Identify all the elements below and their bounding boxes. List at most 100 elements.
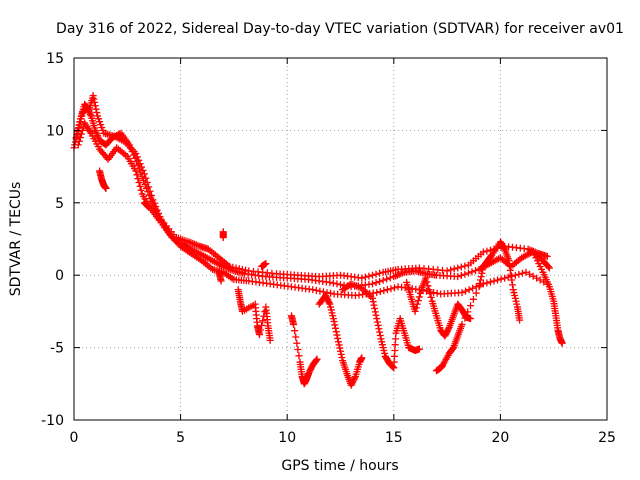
data-point: [454, 264, 462, 272]
data-point: [135, 156, 143, 164]
x-tick-label: 20: [491, 430, 509, 446]
data-point: [469, 295, 477, 303]
data-point: [426, 290, 434, 298]
axis-ticks: 0 5 10 15 20 25 -10 -5 0 5 10 15: [41, 51, 616, 446]
data-point: [508, 281, 516, 289]
data-point: [145, 183, 153, 191]
data-point: [132, 167, 140, 175]
data-point: [145, 203, 153, 211]
data-point: [74, 141, 82, 149]
data-point: [142, 174, 150, 182]
data-point: [374, 321, 382, 329]
data-point: [411, 307, 419, 315]
data-point: [472, 267, 480, 275]
data-point: [316, 287, 324, 295]
data-point: [415, 293, 423, 301]
chart-title: Day 316 of 2022, Sidereal Day-to-day VTE…: [56, 21, 624, 37]
data-point: [136, 182, 144, 190]
data-point: [558, 339, 566, 347]
data-point: [75, 121, 83, 129]
data-point: [391, 284, 399, 292]
data-point: [313, 355, 321, 363]
data-point: [506, 262, 514, 270]
data-point: [338, 353, 346, 361]
data-point: [515, 270, 523, 278]
data-point: [139, 166, 147, 174]
data-point: [258, 321, 266, 329]
data-point: [370, 301, 378, 309]
data-point: [77, 130, 85, 138]
data-point: [543, 252, 551, 260]
data-point: [290, 320, 298, 328]
data-point: [143, 179, 151, 187]
data-point: [476, 279, 484, 287]
data-point: [457, 263, 465, 271]
data-point: [479, 266, 487, 274]
data-point: [372, 311, 380, 319]
data-point: [388, 362, 396, 370]
data-point: [458, 320, 466, 328]
data-point: [483, 279, 491, 287]
data-point: [312, 286, 320, 294]
data-point: [506, 266, 514, 274]
data-point: [76, 118, 84, 126]
data-point: [136, 160, 144, 168]
data-point: [422, 274, 430, 282]
data-point: [229, 263, 237, 271]
series-upper-branch: [72, 92, 551, 282]
data-point: [293, 339, 301, 347]
data-point: [376, 269, 384, 277]
data-point: [425, 286, 433, 294]
data-point: [133, 171, 141, 179]
data-point: [226, 263, 234, 271]
data-point: [143, 202, 151, 210]
data-point: [501, 274, 509, 282]
data-point: [457, 271, 465, 279]
data-point: [371, 308, 379, 316]
data-point: [529, 272, 537, 280]
data-point: [330, 318, 338, 326]
data-point: [332, 328, 340, 336]
data-point: [376, 332, 384, 340]
data-point: [445, 325, 453, 333]
data-point: [536, 276, 544, 284]
data-point: [309, 286, 317, 294]
data-point: [464, 308, 472, 316]
data-point: [490, 277, 498, 285]
data-point: [334, 334, 342, 342]
data-point: [336, 344, 344, 352]
data-point: [333, 280, 341, 288]
data-point: [75, 137, 83, 145]
data-point: [389, 363, 397, 371]
data-point: [326, 278, 334, 286]
data-point: [369, 298, 377, 306]
data-point: [450, 265, 458, 273]
data-point: [365, 272, 373, 280]
y-tick-label: -10: [41, 413, 64, 429]
y-tick-label: -5: [50, 341, 64, 357]
data-point: [544, 263, 552, 271]
data-point: [242, 266, 250, 274]
data-point: [335, 341, 343, 349]
data-point: [331, 321, 339, 329]
data-point: [413, 300, 421, 308]
data-point: [430, 289, 438, 297]
data-point: [337, 350, 345, 358]
data-point: [461, 262, 469, 270]
series-mid-dips: [287, 280, 423, 389]
data-point: [92, 105, 100, 113]
data-point: [329, 279, 337, 287]
data-point: [294, 346, 302, 354]
data-point: [375, 325, 383, 333]
data-point: [337, 281, 344, 289]
data-point: [295, 352, 303, 360]
data-point: [358, 274, 366, 282]
data-point: [467, 302, 475, 310]
data-point: [135, 179, 143, 187]
y-tick-label: 0: [55, 268, 64, 284]
data-point: [372, 279, 380, 287]
data-point: [238, 265, 246, 273]
data-point: [479, 248, 487, 256]
data-point: [383, 286, 391, 294]
